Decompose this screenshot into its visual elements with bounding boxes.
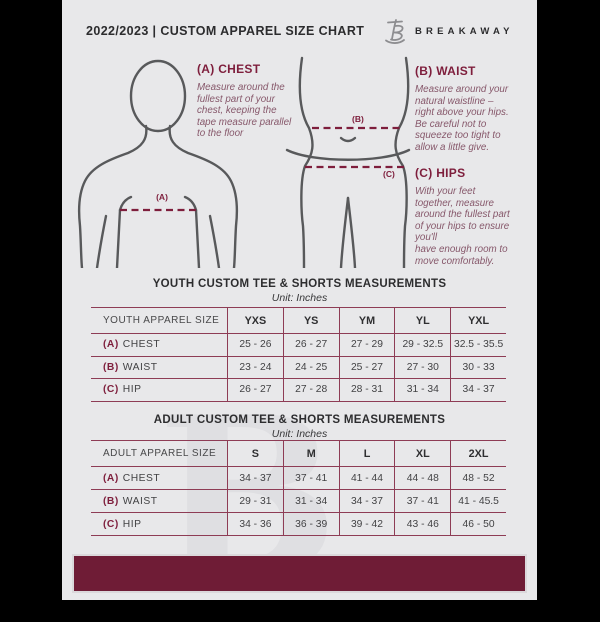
column-header: YM — [338, 308, 395, 333]
table-row: (B) WAIST 23 - 24 24 - 25 25 - 27 27 - 30… — [91, 355, 506, 378]
youth-size-table: YOUTH APPAREL SIZE YXS YS YM YL YXL (A) C… — [91, 307, 506, 402]
row-label: (A) CHEST — [103, 339, 161, 351]
size-cell: 44 - 48 — [394, 467, 450, 489]
adult-table-header-row: ADULT APPAREL SIZE S M L XL 2XL — [91, 440, 506, 466]
waist-guide-heading: (B) WAIST — [415, 64, 476, 78]
table-row: (A) CHEST 34 - 37 37 - 41 41 - 44 44 - 48… — [91, 466, 506, 489]
page-title: 2022/2023 | CUSTOM APPAREL SIZE CHART — [86, 24, 365, 38]
figure-outline — [77, 59, 239, 268]
size-chart-page: B 2022/2023 | CUSTOM APPAREL SIZE CHART … — [0, 0, 600, 603]
column-header: ADULT APPAREL SIZE — [103, 448, 217, 459]
row-label: (A) CHEST — [103, 472, 161, 484]
table-row: (B) WAIST 29 - 31 31 - 34 34 - 37 37 - 41… — [91, 489, 506, 512]
document-page: B — [62, 0, 537, 603]
upper-body-figure — [77, 59, 239, 268]
size-cell: 36 - 39 — [282, 513, 339, 535]
size-cell: 41 - 44 — [338, 467, 395, 489]
size-cell: 29 - 31 — [227, 490, 283, 512]
size-cell: 46 - 50 — [450, 513, 506, 535]
size-cell: 39 - 42 — [338, 513, 395, 535]
youth-table-unit: Unit: Inches — [271, 292, 328, 304]
size-cell: 32.5 - 35.5 — [450, 334, 506, 356]
column-header: YXL — [450, 308, 506, 333]
size-cell: 34 - 36 — [227, 513, 283, 535]
column-header: YOUTH APPAREL SIZE — [103, 315, 220, 326]
size-cell: 41 - 45.5 — [450, 490, 506, 512]
size-cell: 27 - 29 — [338, 334, 395, 356]
adult-table-unit: Unit: Inches — [271, 428, 328, 440]
size-cell: 25 - 26 — [227, 334, 283, 356]
size-cell: 34 - 37 — [338, 490, 395, 512]
footer-bar — [72, 554, 527, 593]
chest-marker-label: (A) — [156, 192, 168, 202]
adult-table-title: ADULT CUSTOM TEE & SHORTS MEASUREMENTS — [153, 414, 446, 426]
column-header: L — [338, 441, 395, 466]
hips-marker-label: (C) — [383, 169, 395, 179]
row-label: (B) WAIST — [103, 361, 158, 373]
table-row: (A) CHEST 25 - 26 26 - 27 27 - 29 29 - 32… — [91, 333, 506, 356]
size-cell: 37 - 41 — [394, 490, 450, 512]
size-cell: 31 - 34 — [394, 379, 450, 401]
size-cell: 30 - 33 — [450, 356, 506, 378]
size-cell: 34 - 37 — [227, 467, 283, 489]
left-pillarbox — [0, 0, 62, 600]
size-cell: 27 - 28 — [282, 379, 339, 401]
size-cell: 34 - 37 — [450, 379, 506, 401]
chest-guide-copy: Measure around the fullest part of your … — [197, 82, 292, 140]
row-label: (C) HIP — [103, 384, 142, 396]
size-cell: 43 - 46 — [394, 513, 450, 535]
row-label: (B) WAIST — [103, 495, 158, 507]
column-header: XL — [394, 441, 450, 466]
row-label: (C) HIP — [103, 518, 142, 530]
brand-name: BREAKAWAY — [415, 26, 514, 37]
column-header: YS — [282, 308, 339, 333]
table-row: (C) HIP 34 - 36 36 - 39 39 - 42 43 - 46 4… — [91, 512, 506, 536]
table-row: (C) HIP 26 - 27 27 - 28 28 - 31 31 - 34 3… — [91, 378, 506, 402]
size-cell: 25 - 27 — [338, 356, 395, 378]
column-header: M — [282, 441, 339, 466]
hips-guide-heading: (C) HIPS — [415, 166, 466, 180]
size-cell: 37 - 41 — [282, 467, 339, 489]
waist-guide-copy: Measure around your natural waistline – … — [415, 84, 509, 153]
size-cell: 26 - 27 — [227, 379, 283, 401]
lower-body-figure — [285, 56, 411, 268]
youth-table-header-row: YOUTH APPAREL SIZE YXS YS YM YL YXL — [91, 307, 506, 333]
size-cell: 24 - 25 — [282, 356, 339, 378]
size-cell: 28 - 31 — [338, 379, 395, 401]
size-cell: 48 - 52 — [450, 467, 506, 489]
chest-guide-heading: (A) CHEST — [197, 62, 261, 76]
waist-marker-label: (B) — [352, 114, 364, 124]
hips-guide-copy: With your feet together, measure around … — [415, 186, 510, 267]
right-pillarbox — [537, 0, 600, 600]
column-header: YL — [394, 308, 450, 333]
column-header: S — [227, 441, 283, 466]
column-header: 2XL — [450, 441, 506, 466]
size-cell: 26 - 27 — [282, 334, 339, 356]
size-cell: 29 - 32.5 — [394, 334, 450, 356]
breakaway-b-monogram-icon — [385, 19, 405, 44]
column-header: YXS — [227, 308, 283, 333]
size-cell: 23 - 24 — [227, 356, 283, 378]
adult-size-table: ADULT APPAREL SIZE S M L XL 2XL (A) CHEST… — [91, 440, 506, 536]
size-cell: 27 - 30 — [394, 356, 450, 378]
youth-table-title: YOUTH CUSTOM TEE & SHORTS MEASUREMENTS — [152, 278, 447, 290]
size-cell: 31 - 34 — [282, 490, 339, 512]
brand-logo: BREAKAWAY — [384, 18, 514, 45]
